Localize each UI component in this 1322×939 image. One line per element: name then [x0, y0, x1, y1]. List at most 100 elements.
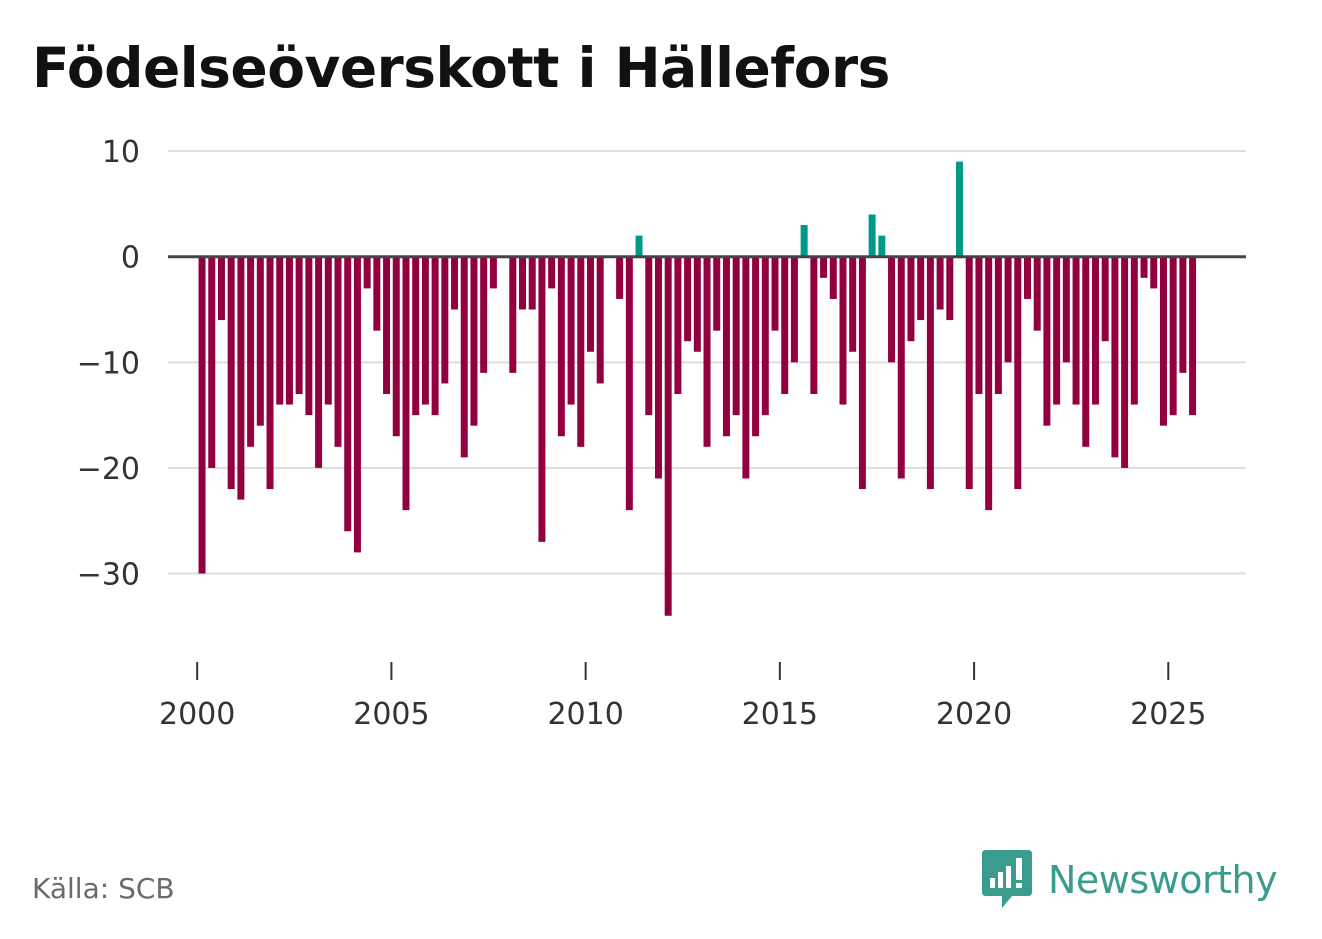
bar	[907, 256, 915, 342]
source-note: Källa: SCB	[32, 872, 175, 905]
bar	[334, 256, 342, 447]
bars	[198, 161, 1197, 616]
bar	[761, 256, 769, 416]
bar	[1072, 256, 1080, 405]
bar	[790, 256, 798, 363]
bar	[587, 256, 594, 352]
bar	[956, 161, 964, 257]
x-axis: 2000 2005 2010 2015 2020 2025	[159, 662, 1206, 732]
bar	[567, 256, 575, 405]
bar	[276, 256, 284, 405]
bar	[538, 256, 546, 542]
bar	[1033, 256, 1041, 331]
bar	[858, 256, 866, 490]
bar	[616, 256, 624, 299]
bar	[519, 256, 527, 310]
bar	[1150, 256, 1158, 289]
bar	[975, 256, 983, 394]
bar	[557, 256, 565, 437]
bar	[849, 256, 857, 352]
bar	[742, 256, 750, 479]
bar	[897, 256, 905, 479]
bar	[868, 214, 876, 257]
bar	[528, 256, 536, 310]
bar	[305, 256, 313, 416]
newsworthy-icon	[982, 850, 1032, 908]
bar	[1140, 256, 1148, 278]
bar	[654, 256, 662, 479]
bar	[392, 256, 400, 437]
bar	[470, 256, 478, 426]
bar	[1130, 256, 1138, 405]
bar	[1121, 256, 1129, 468]
bar	[383, 256, 391, 394]
bar	[732, 256, 740, 416]
bar	[548, 256, 556, 289]
bar	[295, 256, 303, 394]
bar	[1043, 256, 1051, 426]
bar	[752, 256, 760, 437]
bar	[237, 256, 245, 500]
bar	[703, 256, 711, 447]
bar	[363, 256, 371, 289]
bar	[781, 256, 789, 394]
bar	[217, 256, 225, 321]
bar	[820, 256, 828, 278]
bar	[994, 256, 1002, 394]
bar	[596, 256, 604, 384]
bar	[829, 256, 837, 299]
bar	[800, 225, 808, 257]
bar	[985, 256, 993, 511]
bar	[412, 256, 420, 416]
bar	[266, 256, 274, 490]
bar	[1091, 256, 1099, 405]
bar	[577, 256, 585, 447]
bar	[198, 256, 206, 574]
x-tick-label: 2005	[353, 697, 429, 732]
bar	[625, 256, 633, 511]
bar	[1024, 256, 1031, 299]
bar	[208, 256, 216, 468]
bar	[431, 256, 439, 416]
bar	[373, 256, 381, 331]
bar	[247, 256, 255, 447]
bar	[285, 256, 293, 405]
bar	[771, 256, 779, 331]
y-tick-label: −30	[77, 558, 140, 593]
x-tick-label: 2025	[1130, 697, 1206, 732]
bar	[256, 256, 264, 426]
bar	[1189, 256, 1197, 416]
bar	[888, 256, 896, 363]
y-tick-label: 10	[102, 135, 140, 170]
bar	[878, 235, 886, 257]
bar	[1169, 256, 1177, 416]
bar	[460, 256, 468, 458]
bar	[1004, 256, 1012, 363]
brand-logo[interactable]: Newsworthy	[980, 848, 1278, 912]
bar	[664, 256, 672, 616]
x-tick-label: 2020	[936, 697, 1012, 732]
bar	[1053, 256, 1061, 405]
bar	[684, 256, 692, 342]
bar	[1159, 256, 1167, 426]
bar	[810, 256, 818, 394]
y-tick-label: −20	[77, 452, 140, 487]
bar	[344, 256, 352, 532]
bar	[713, 256, 721, 331]
bar	[324, 256, 332, 405]
bar	[926, 256, 934, 490]
bar	[965, 256, 973, 490]
bar	[917, 256, 925, 321]
bar	[509, 256, 517, 373]
bar	[353, 256, 361, 553]
chart-title: Födelseöverskott i Hällefors	[32, 36, 890, 100]
x-tick-label: 2000	[159, 697, 235, 732]
bar	[693, 256, 701, 352]
bar	[1179, 256, 1187, 373]
bar	[421, 256, 429, 405]
bar	[489, 256, 497, 289]
y-axis: 10 0 −10 −20 −30	[77, 135, 140, 592]
bar	[315, 256, 323, 468]
bar	[441, 256, 449, 384]
bar	[1101, 256, 1109, 342]
